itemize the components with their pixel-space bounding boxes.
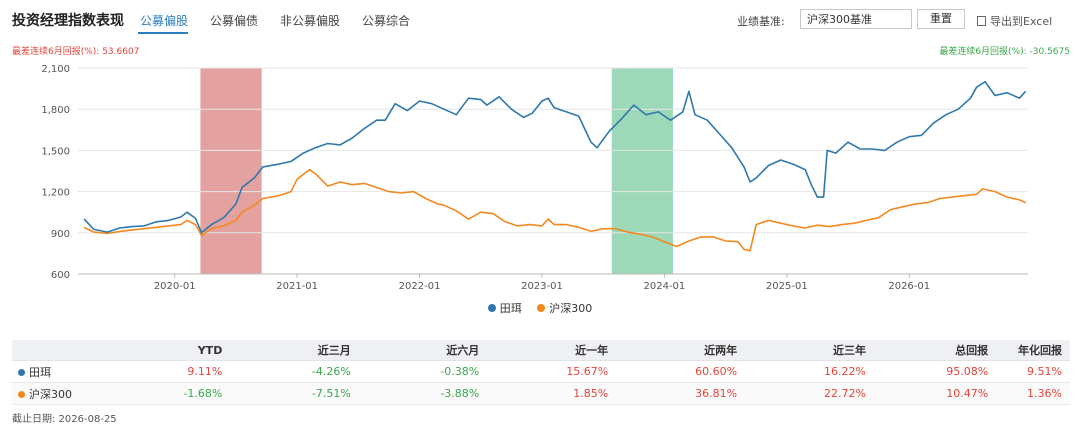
series-line-1 [83, 168, 1026, 252]
table-cell: 16.22% [745, 360, 874, 383]
series-dot [18, 368, 25, 376]
y-tick-label: 2,100 [41, 64, 70, 75]
as-of-date: 截止日期: 2026-08-25 [12, 414, 117, 425]
y-tick-label: 1,500 [41, 146, 70, 157]
tab-public-composite[interactable]: 公募综合 [362, 14, 411, 28]
x-tick-label: 2023-01 [521, 281, 563, 292]
table-cell: 60.60% [616, 360, 746, 383]
x-tick-label: 2020-01 [154, 281, 196, 292]
tab-public-equity[interactable]: 公募偏股 [140, 14, 189, 28]
y-tick-label: 900 [51, 229, 70, 240]
table-header: 近两年 [616, 340, 746, 361]
table-cell: 95.08% [874, 360, 997, 383]
table-cell: 1.36% [996, 382, 1070, 405]
table-cell: -4.26% [230, 360, 359, 383]
x-tick-label: 2022-01 [399, 281, 441, 292]
table-row: 田珥 9.11% -4.26% -0.38% 15.67% 60.60% 16.… [12, 360, 1070, 383]
y-tick-label: 1,200 [41, 188, 70, 199]
line-chart: 600 900 1,200 1,500 1,800 2,100 2020-01 2021-01… [41, 64, 1028, 292]
legend-label: 田珥 [499, 302, 522, 315]
table-cell: 9.11% [123, 360, 231, 383]
row-name: 田珥 [29, 365, 51, 379]
y-tick-label: 1,800 [41, 105, 70, 116]
table-cell: -0.38% [358, 360, 488, 383]
table-cell: 15.67% [487, 360, 617, 383]
legend-dot [487, 304, 496, 312]
table-header-row: YTD 近三月 近六月 近一年 近两年 近三年 总回报 年化回报 [12, 340, 1070, 361]
benchmark-label: 业绩基准: [737, 15, 785, 28]
performance-table: YTD 近三月 近六月 近一年 近两年 近三年 总回报 年化回报 田珥 9.11… [12, 340, 1070, 405]
x-tick-label: 2026-01 [888, 281, 930, 292]
tab-private-equity[interactable]: 非公募偏股 [280, 14, 341, 28]
table-header: 近六月 [358, 340, 488, 361]
x-tick-label: 2024-01 [644, 281, 686, 292]
table-header: 近一年 [487, 340, 617, 361]
drawdown-right-text: 最差连续6月回报(%): -30.5675 [939, 47, 1070, 57]
table-header: 近三年 [745, 340, 874, 361]
chart-legend: 田珥 沪深300 [0, 300, 1080, 316]
table-cell: 1.85% [487, 382, 617, 405]
tab-public-bond[interactable]: 公募偏债 [210, 14, 259, 28]
table-header: 总回报 [874, 340, 997, 361]
table-header: 年化回报 [996, 340, 1070, 361]
table-cell: 22.72% [745, 382, 874, 405]
drawdown-left-text: 最差连续6月回报(%): 53.6607 [12, 47, 140, 57]
table-cell: 9.51% [996, 360, 1070, 383]
table-header: YTD [123, 340, 231, 361]
table-cell: -1.68% [123, 382, 231, 405]
toolbar: 投资经理指数表现 公募偏股 公募偏债 非公募偏股 公募综合 业绩基准: 重置 导… [0, 0, 1080, 36]
export-icon [977, 16, 986, 26]
table-cell: -3.88% [358, 382, 488, 405]
table-header [12, 340, 124, 361]
reset-button[interactable]: 重置 [917, 9, 965, 29]
highlight-band [200, 68, 262, 274]
export-excel-button[interactable]: 导出到Excel [977, 13, 1052, 29]
table-cell: 10.47% [874, 382, 997, 405]
row-name-cell: 沪深300 [12, 382, 124, 405]
export-label: 导出到Excel [990, 15, 1053, 28]
row-name: 沪深300 [29, 387, 72, 401]
table-row: 沪深300 -1.68% -7.51% -3.88% 1.85% 36.81% … [12, 382, 1070, 405]
x-tick-label: 2021-01 [276, 281, 318, 292]
table-header: 近三月 [230, 340, 359, 361]
highlight-band [611, 68, 673, 274]
y-tick-label: 600 [51, 270, 70, 281]
legend-label: 沪深300 [549, 302, 593, 315]
row-name-cell: 田珥 [12, 360, 124, 383]
series-line-0 [83, 80, 1027, 234]
series-dot [18, 390, 25, 398]
legend-dot [537, 304, 546, 312]
active-tab-indicator [138, 32, 188, 34]
legend-item-benchmark[interactable]: 沪深300 [537, 300, 592, 316]
page-title: 投资经理指数表现 [12, 13, 124, 29]
table-cell: -7.51% [230, 382, 359, 405]
table-cell: 36.81% [616, 382, 746, 405]
benchmark-input[interactable] [800, 9, 912, 29]
x-tick-label: 2025-01 [766, 281, 808, 292]
legend-item-fund[interactable]: 田珥 [487, 300, 522, 316]
